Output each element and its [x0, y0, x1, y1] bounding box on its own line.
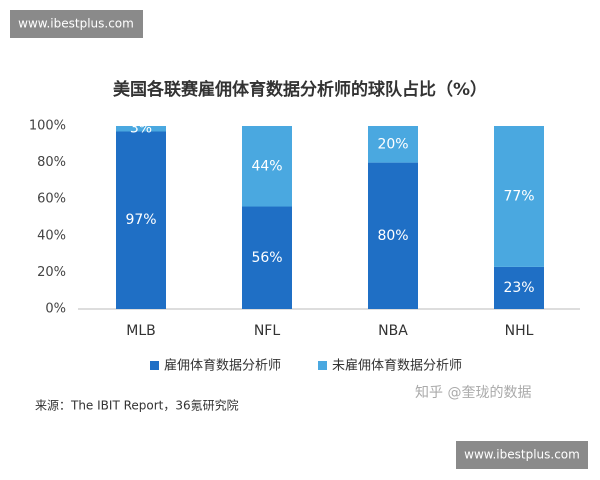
data-label: 3%	[130, 121, 152, 137]
data-label: 44%	[251, 158, 282, 174]
source: 来源：The IBIT Report，36氪研究院	[35, 398, 239, 413]
y-tick-label: 60%	[37, 192, 66, 207]
y-tick-label: 100%	[29, 119, 66, 134]
x-tick-label: NHL	[505, 323, 534, 339]
bar-segment	[242, 126, 292, 207]
y-tick-label: 0%	[45, 302, 66, 317]
x-tick-label: NBA	[378, 323, 408, 339]
data-label: 80%	[377, 228, 408, 244]
y-tick-label: 20%	[37, 265, 66, 280]
x-tick-label: NFL	[254, 323, 281, 339]
watermark: www.ibestplus.com	[464, 448, 580, 462]
bar-segment	[494, 126, 544, 267]
data-label: 23%	[503, 280, 534, 296]
y-tick-label: 80%	[37, 155, 66, 170]
bar-segment	[368, 126, 418, 163]
watermark: www.ibestplus.com	[18, 17, 134, 31]
watermark-box	[10, 10, 143, 38]
data-label: 77%	[503, 188, 534, 204]
y-tick-label: 40%	[37, 228, 66, 243]
watermark-box	[456, 441, 588, 469]
bar-segment	[116, 131, 166, 309]
bar-segment	[368, 162, 418, 309]
legend-label: 雇佣体育数据分析师	[164, 358, 281, 374]
chart-title: 美国各联赛雇佣体育数据分析师的球队占比（%）	[113, 79, 487, 100]
data-label: 97%	[125, 212, 156, 228]
zhihu-watermark: 知乎 @奎珑的数据	[415, 384, 531, 401]
legend-swatch	[318, 361, 327, 370]
legend-label: 未雇佣体育数据分析师	[332, 358, 462, 374]
bar-segment	[494, 266, 544, 309]
legend-swatch	[150, 361, 159, 370]
x-tick-label: MLB	[126, 323, 155, 339]
bar-segment	[242, 206, 292, 309]
data-label: 20%	[377, 136, 408, 152]
bar-segment	[116, 126, 166, 132]
data-label: 56%	[251, 250, 282, 266]
